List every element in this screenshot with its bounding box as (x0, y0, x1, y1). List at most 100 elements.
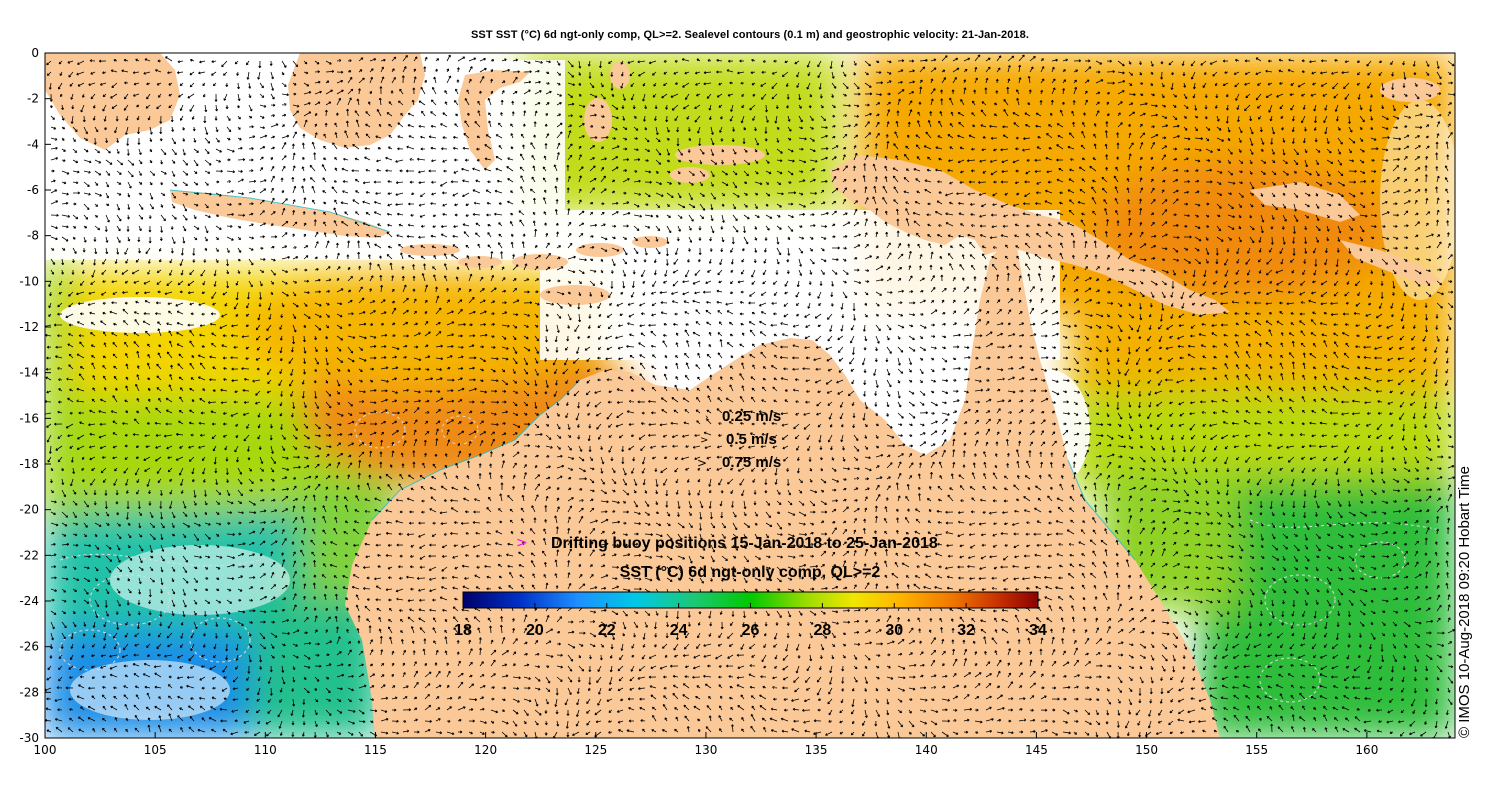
velocity-arrow (622, 169, 628, 173)
velocity-arrow (929, 111, 933, 117)
velocity-arrow (1105, 154, 1109, 161)
velocity-arrow (215, 137, 220, 143)
velocity-arrow (655, 148, 662, 156)
velocity-arrow (1265, 93, 1273, 98)
velocity-arrow (963, 87, 967, 95)
velocity-arrow (523, 89, 531, 95)
velocity-arrow (94, 170, 102, 176)
velocity-arrow (611, 126, 618, 131)
sealevel-contours (59, 411, 1441, 703)
velocity-arrow (1224, 71, 1229, 74)
velocity-arrow (696, 58, 701, 62)
velocity-arrow (1007, 78, 1011, 84)
velocity-arrow (1293, 159, 1299, 166)
velocity-arrow (817, 71, 822, 79)
land-borneo (288, 53, 425, 148)
velocity-arrow (996, 55, 1002, 62)
velocity-arrow (895, 155, 899, 161)
velocity-arrow (453, 170, 459, 174)
velocity-arrow (1172, 115, 1178, 121)
velocity-arrow (501, 90, 505, 95)
velocity-arrow (707, 59, 712, 62)
velocity-arrow (666, 170, 671, 174)
velocity-arrow (179, 82, 184, 87)
velocity-arrow (1080, 144, 1086, 150)
velocity-arrow (703, 82, 712, 86)
velocity-arrow (193, 170, 198, 174)
velocity-arrow (303, 60, 308, 65)
velocity-arrow (512, 91, 518, 95)
velocity-arrow (1435, 166, 1439, 172)
velocity-arrow (600, 115, 605, 118)
velocity-arrow (187, 93, 195, 99)
velocity-arrow (1216, 159, 1222, 163)
velocity-arrow (171, 148, 177, 156)
velocity-arrow (61, 115, 65, 121)
velocity-arrow (237, 158, 246, 162)
velocity-arrow (787, 148, 794, 153)
velocity-arrow (670, 93, 679, 98)
velocity-arrow (1425, 60, 1430, 67)
velocity-arrow (236, 82, 240, 90)
velocity-arrow (1311, 71, 1317, 75)
velocity-arrow (94, 148, 100, 154)
velocity-arrow (428, 135, 437, 139)
velocity-arrow (1447, 102, 1453, 106)
velocity-arrow (1150, 141, 1155, 150)
velocity-arrow (1150, 82, 1153, 87)
velocity-arrow (83, 181, 90, 187)
velocity-arrow (72, 181, 79, 185)
velocity-arrow (1216, 115, 1220, 122)
velocity-arrow (71, 104, 75, 110)
velocity-arrow (464, 158, 470, 162)
velocity-arrow (853, 60, 857, 66)
velocity-arrow (336, 59, 342, 62)
velocity-arrow (281, 142, 287, 150)
velocity-arrow (1435, 152, 1439, 161)
velocity-arrow (137, 137, 141, 145)
velocity-arrow (926, 168, 932, 172)
velocity-arrow (193, 148, 199, 153)
velocity-arrow (215, 148, 222, 153)
velocity-arrow (1161, 145, 1168, 150)
velocity-arrow (1161, 104, 1167, 108)
velocity-arrow (556, 93, 563, 97)
velocity-arrow (303, 71, 309, 75)
velocity-arrow (1344, 93, 1350, 100)
velocity-arrow (226, 170, 236, 174)
velocity-arrow (407, 124, 415, 128)
velocity-arrow (258, 60, 262, 69)
velocity-arrow (1447, 60, 1455, 67)
velocity-arrow (1051, 66, 1055, 73)
velocity-arrow (171, 159, 176, 164)
velocity-arrow (893, 143, 899, 150)
velocity-arrow (413, 76, 417, 84)
velocity-arrow (820, 115, 826, 122)
velocity-arrow (395, 159, 404, 163)
velocity-arrow (386, 112, 393, 117)
velocity-arrow (875, 70, 882, 74)
velocity-arrow (390, 90, 394, 95)
velocity-arrow (1072, 121, 1076, 128)
velocity-arrow (378, 123, 382, 128)
velocity-arrow (806, 82, 811, 90)
velocity-arrow (1315, 159, 1319, 166)
velocity-arrow (1050, 112, 1053, 117)
velocity-arrow (376, 168, 382, 172)
velocity-arrow (1204, 115, 1208, 120)
velocity-arrow (270, 82, 275, 91)
velocity-arrow (1313, 126, 1317, 131)
velocity-arrow (1209, 60, 1218, 65)
velocity-arrow (1370, 93, 1373, 98)
velocity-arrow (892, 167, 899, 172)
velocity-arrow (952, 57, 959, 62)
velocity-arrow (1244, 104, 1251, 112)
velocity-arrow (483, 167, 492, 172)
velocity-arrow (1381, 104, 1385, 110)
velocity-arrow (204, 104, 208, 113)
velocity-arrow (402, 66, 407, 73)
velocity-arrow (752, 115, 756, 121)
velocity-arrow (974, 66, 978, 73)
velocity-arrow (111, 104, 118, 109)
velocity-arrow (1139, 157, 1143, 161)
